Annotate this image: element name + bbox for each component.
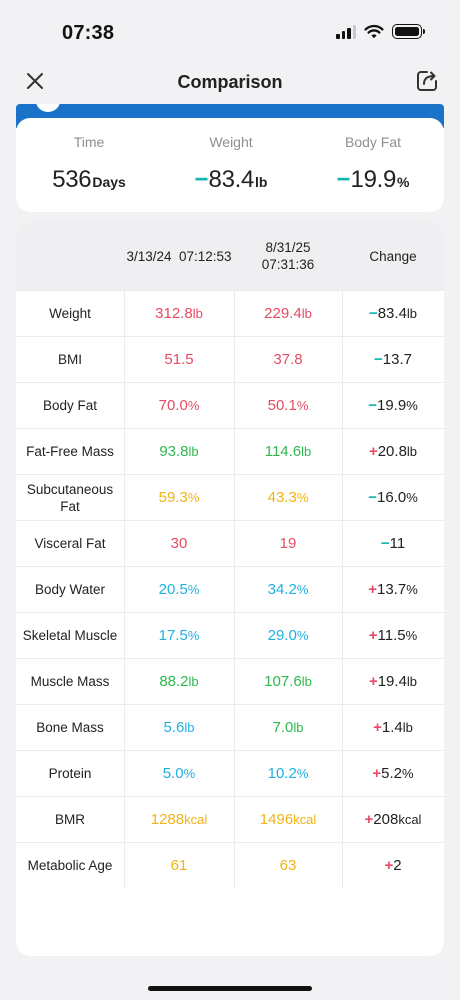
metric-name: Protein: [48, 766, 92, 781]
navigation-bar: Comparison: [0, 64, 460, 102]
cellular-signal-icon: [336, 24, 356, 39]
metric-name: BMR: [55, 812, 85, 827]
value-before: 17.5%: [158, 627, 200, 644]
value-before: 93.8 lb: [159, 443, 199, 460]
column-divider: [234, 222, 235, 888]
value-change: −11: [380, 535, 406, 552]
value-change: +1.4 lb: [373, 719, 413, 736]
header-change: Change: [369, 248, 417, 264]
table-row: Body Water 20.5% 34.2% +13.7%: [16, 566, 444, 612]
value-before: 5.0%: [162, 765, 196, 782]
value-after: 229.4 lb: [264, 305, 312, 322]
metric-name: Weight: [49, 306, 91, 321]
value-before: 30: [170, 535, 188, 552]
value-after: 50.1%: [267, 397, 309, 414]
metric-name: Metabolic Age: [27, 858, 113, 873]
page-title: Comparison: [177, 72, 283, 92]
status-time: 07:38: [62, 22, 115, 44]
value-after: 114.6 lb: [264, 443, 312, 460]
table-row: BMR 1288 kcal 1496 kcal +208 kcal: [16, 796, 444, 842]
value-after: 43.3%: [267, 489, 309, 506]
table-row: Skeletal Muscle 17.5% 29.0% +11.5%: [16, 612, 444, 658]
value-after: 7.0 lb: [272, 719, 304, 736]
value-change: −13.7: [374, 351, 412, 368]
share-icon[interactable]: [414, 68, 440, 94]
metric-name: Visceral Fat: [34, 536, 106, 551]
value-change: +20.8 lb: [368, 443, 418, 460]
header-date-a: 3/13/24 07:12:53: [126, 248, 232, 264]
value-after: 63: [279, 857, 297, 874]
table-row: Weight 312.8 lb 229.4 lb −83.4 lb: [16, 290, 444, 336]
close-icon[interactable]: [24, 70, 46, 92]
summary-label: Weight: [209, 134, 253, 150]
table-row: BMI 51.5 37.8 −13.7: [16, 336, 444, 382]
table-row: Metabolic Age 61 63 +2: [16, 842, 444, 888]
summary-value: −83.4lb: [194, 166, 268, 193]
value-before: 1288 kcal: [150, 811, 208, 828]
comparison-table: 3/13/24 07:12:53 8/31/25 07:31:36 Change…: [16, 222, 444, 956]
battery-icon: [392, 24, 425, 39]
summary-card: Time 536Days Weight −83.4lb Body Fat −19…: [16, 118, 444, 212]
table-row: Bone Mass 5.6 lb 7.0 lb +1.4 lb: [16, 704, 444, 750]
home-indicator[interactable]: [148, 986, 312, 991]
metric-name: Skeletal Muscle: [22, 628, 118, 643]
value-before: 20.5%: [158, 581, 200, 598]
metric-name: Body Water: [34, 582, 106, 597]
metric-name: Bone Mass: [36, 720, 104, 735]
status-bar: 07:38: [0, 0, 460, 64]
value-after: 29.0%: [267, 627, 309, 644]
summary-label: Body Fat: [344, 134, 402, 150]
value-change: −19.9%: [368, 397, 418, 414]
metric-name: Muscle Mass: [30, 674, 110, 689]
summary-label: Time: [73, 134, 105, 150]
value-after: 10.2%: [267, 765, 309, 782]
value-before: 70.0%: [158, 397, 200, 414]
column-divider: [342, 222, 343, 888]
value-before: 51.5: [164, 351, 194, 368]
wifi-icon: [364, 24, 384, 39]
value-before: 88.2 lb: [159, 673, 199, 690]
value-before: 5.6 lb: [163, 719, 195, 736]
table-row: Visceral Fat 30 19 −11: [16, 520, 444, 566]
table-row: Protein 5.0% 10.2% +5.2%: [16, 750, 444, 796]
column-divider: [124, 222, 125, 888]
metric-name: Fat-Free Mass: [26, 444, 114, 459]
value-change: +13.7%: [368, 581, 418, 598]
value-after: 34.2%: [267, 581, 309, 598]
value-after: 1496 kcal: [259, 811, 317, 828]
metric-name: BMI: [57, 352, 82, 367]
table-row: Fat-Free Mass 93.8 lb 114.6 lb +20.8 lb: [16, 428, 444, 474]
value-before: 61: [170, 857, 188, 874]
value-change: −83.4 lb: [368, 305, 418, 322]
value-change: +208 kcal: [364, 811, 422, 828]
header-date-b: 8/31/25 07:31:36: [261, 240, 315, 272]
value-before: 312.8 lb: [155, 305, 203, 322]
summary-value: 536Days: [52, 166, 126, 193]
value-change: +11.5%: [368, 627, 418, 644]
value-after: 19: [279, 535, 297, 552]
value-change: +2: [384, 857, 402, 874]
value-after: 107.6 lb: [264, 673, 312, 690]
value-change: +5.2%: [372, 765, 414, 782]
value-change: −16.0%: [368, 489, 418, 506]
table-header: 3/13/24 07:12:53 8/31/25 07:31:36 Change: [16, 222, 444, 290]
value-after: 37.8: [273, 351, 303, 368]
table-row: Body Fat 70.0% 50.1% −19.9%: [16, 382, 444, 428]
metric-name: Body Fat: [42, 398, 98, 413]
summary-value: −19.9%: [336, 166, 410, 193]
table-row: Subcutaneous Fat 59.3% 43.3% −16.0%: [16, 474, 444, 520]
table-row: Muscle Mass 88.2 lb 107.6 lb +19.4 lb: [16, 658, 444, 704]
value-before: 59.3%: [158, 489, 200, 506]
status-icons: [336, 24, 425, 39]
metric-name: Subcutaneous Fat: [26, 481, 114, 514]
value-change: +19.4 lb: [368, 673, 418, 690]
